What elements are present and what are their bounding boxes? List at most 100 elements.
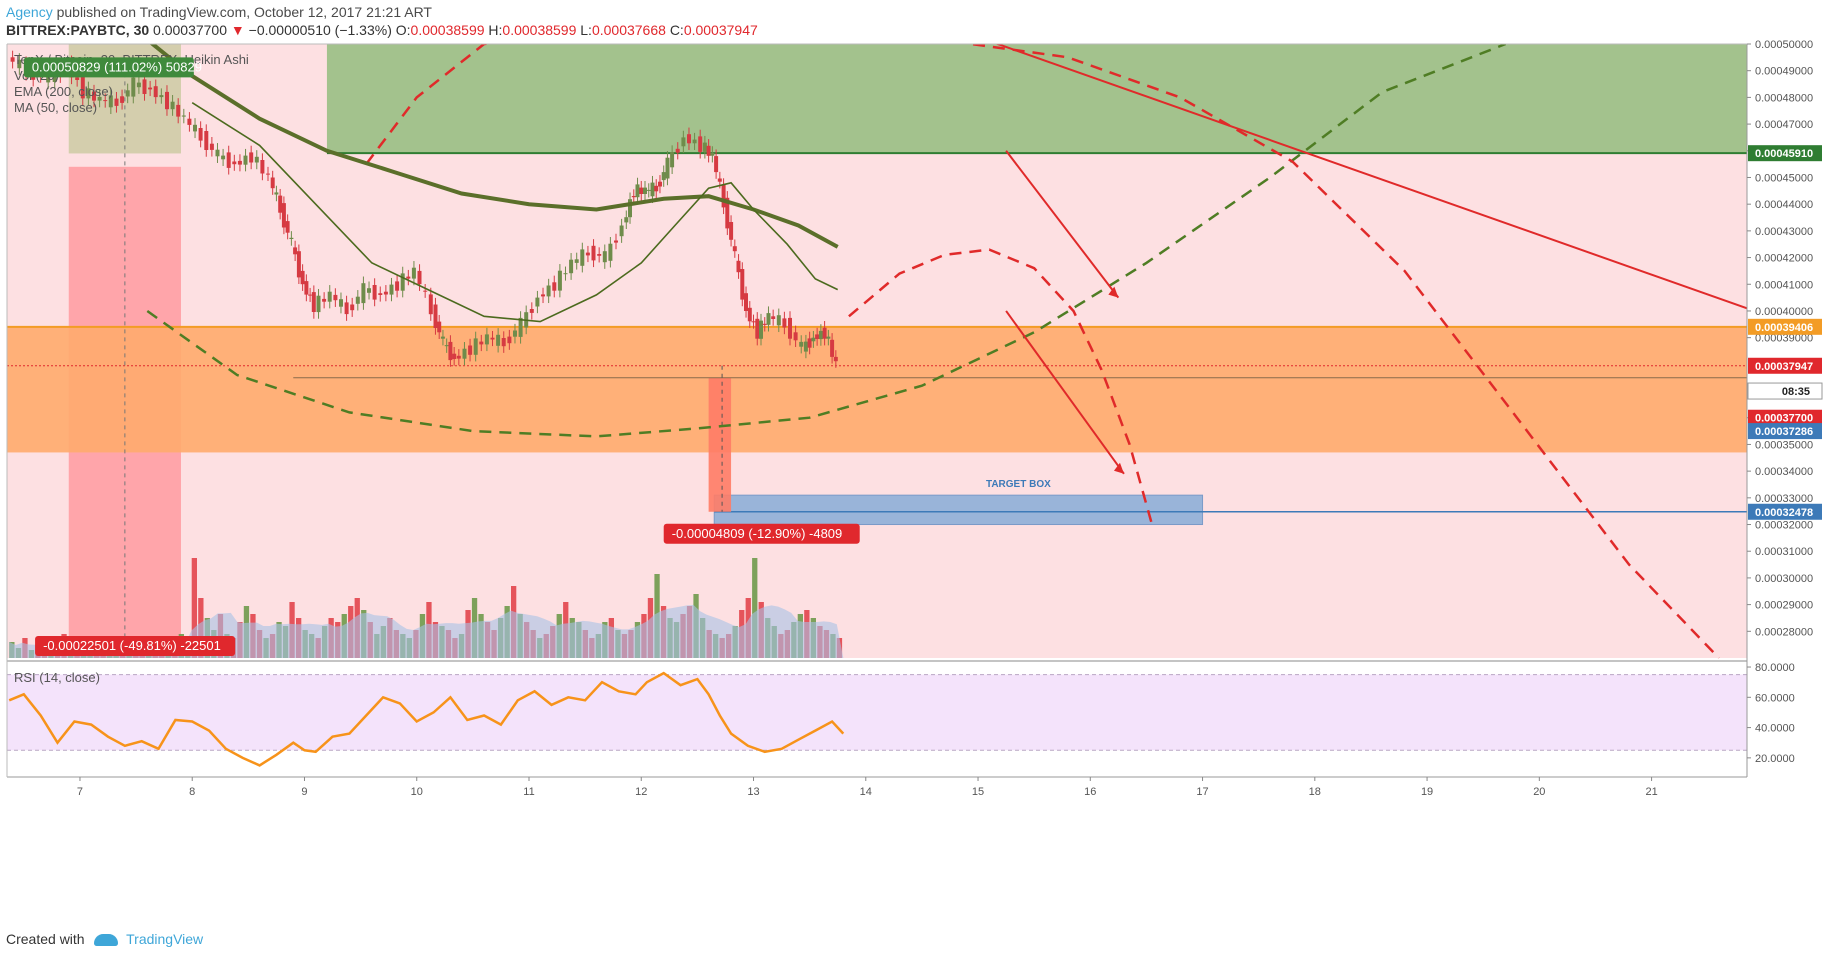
candle-body: [411, 267, 416, 279]
price-tick-label: 0.00047000: [1755, 119, 1813, 131]
candle-body: [766, 313, 771, 325]
candle-body: [80, 76, 85, 99]
candle-body: [176, 104, 181, 117]
candle-body: [710, 152, 715, 156]
publish-info: published on TradingView.com, October 12…: [52, 4, 432, 20]
time-tick-label: 14: [860, 786, 872, 798]
arrow-head-lower: [1113, 462, 1124, 474]
candle-body: [826, 336, 831, 339]
candle-body: [496, 334, 501, 346]
candle-body: [569, 259, 574, 274]
time-tick-label: 18: [1309, 786, 1321, 798]
candle-body: [602, 251, 607, 263]
time-tick-label: 11: [523, 786, 534, 798]
price-tick-label: 0.00042000: [1755, 253, 1813, 265]
down-arrow-icon: ▼: [230, 22, 245, 38]
candle-body: [563, 273, 568, 275]
candle-body: [361, 283, 366, 304]
candle-body: [423, 290, 428, 292]
measure-bottom-label-bg: [35, 636, 236, 656]
time-tick-label: 15: [972, 786, 984, 798]
candle-body: [815, 334, 820, 339]
candle-body: [300, 270, 305, 285]
candle-body: [639, 187, 644, 194]
candle-body: [131, 77, 136, 97]
candle-body: [10, 57, 15, 62]
candle-body: [507, 336, 512, 344]
candle-body: [92, 91, 96, 101]
price-badge: [1748, 503, 1822, 520]
price-tick-label: 0.00050000: [1755, 40, 1813, 51]
rsi-tick-label: 20.0000: [1755, 753, 1795, 765]
rsi-tick-label: 80.0000: [1755, 662, 1795, 674]
publish-header: Agency published on TradingView.com, Oct…: [6, 2, 432, 22]
candle-body: [148, 87, 153, 90]
author-link[interactable]: Agency: [6, 4, 53, 20]
candle-body: [818, 330, 823, 340]
candle-body: [285, 221, 290, 233]
time-tick-label: 16: [1084, 786, 1096, 798]
measure-top-label-bg: [23, 57, 194, 78]
time-tick-label: 7: [77, 786, 83, 798]
footer: Created with TradingView: [6, 928, 203, 950]
measure-mid-label-bg: [663, 523, 860, 544]
resistance-trendline: [994, 44, 1747, 310]
candle-body: [518, 317, 523, 337]
candle-body: [456, 355, 461, 359]
candle-body: [437, 321, 442, 333]
target-box-label: TARGET BOX: [986, 479, 1051, 490]
candle-body: [759, 320, 763, 339]
candle-body: [788, 317, 792, 339]
candle-body: [830, 339, 835, 357]
candle-body: [740, 269, 745, 300]
time-tick-label: 21: [1645, 786, 1657, 798]
candle-body: [237, 160, 242, 165]
candle-body: [546, 285, 551, 297]
candle-body: [289, 237, 294, 239]
price-tick-label: 0.00032000: [1755, 520, 1813, 532]
candle-body: [776, 315, 781, 326]
price-badge-label: 0.00037947: [1755, 361, 1813, 373]
close-label: C:: [669, 22, 684, 38]
low-label: L:: [580, 22, 592, 38]
price-axis-bg: [1747, 40, 1824, 777]
red-arc-projection: [848, 248, 1154, 525]
candle-body: [541, 294, 545, 297]
candle-body: [692, 139, 697, 144]
candle-body: [698, 136, 703, 152]
candle-body: [744, 293, 748, 311]
close-value: 0.00037947: [683, 22, 758, 38]
arrow-line-upper: [1005, 150, 1120, 299]
measure-bottom-label: -0.00022501 (-49.81%) -22501: [43, 638, 221, 653]
candle-body: [389, 284, 394, 295]
candle-body: [278, 195, 283, 213]
candle-body: [170, 101, 175, 110]
rsi-tick-label: 40.0000: [1755, 723, 1795, 735]
price-badge: [1748, 145, 1822, 162]
mid-measure-zone: [708, 377, 732, 512]
candle-body: [658, 181, 662, 187]
candle-body: [274, 192, 279, 195]
candle-body: [714, 156, 719, 173]
target-box: [713, 494, 1204, 526]
candle-body: [243, 155, 248, 165]
price-tick-label: 0.00048000: [1755, 92, 1813, 104]
price-badge-label: 0.00032478: [1755, 507, 1813, 519]
candle-body: [350, 304, 355, 311]
candle-body: [643, 187, 647, 194]
candle-body: [17, 59, 22, 69]
price-tick-label: 0.00034000: [1755, 466, 1813, 478]
candle-body: [580, 249, 585, 266]
candle-body: [706, 145, 711, 156]
symbol-bar: BITTREX:PAYBTC, 30 0.00037700 ▼ −0.00000…: [6, 20, 758, 40]
candle-body: [557, 270, 562, 291]
candle-body: [204, 131, 209, 150]
chart-svg[interactable]: RSI (14, close) 0.00050000 0.00049000 0.00…: [0, 40, 1824, 935]
candle-body: [721, 185, 726, 208]
candle-body: [333, 294, 338, 301]
tradingview-brand-link[interactable]: TradingView: [126, 931, 204, 947]
candle-body: [444, 345, 449, 347]
candle-body: [114, 98, 119, 106]
rsi-band: [7, 674, 1747, 751]
price-badge: [1748, 357, 1822, 374]
